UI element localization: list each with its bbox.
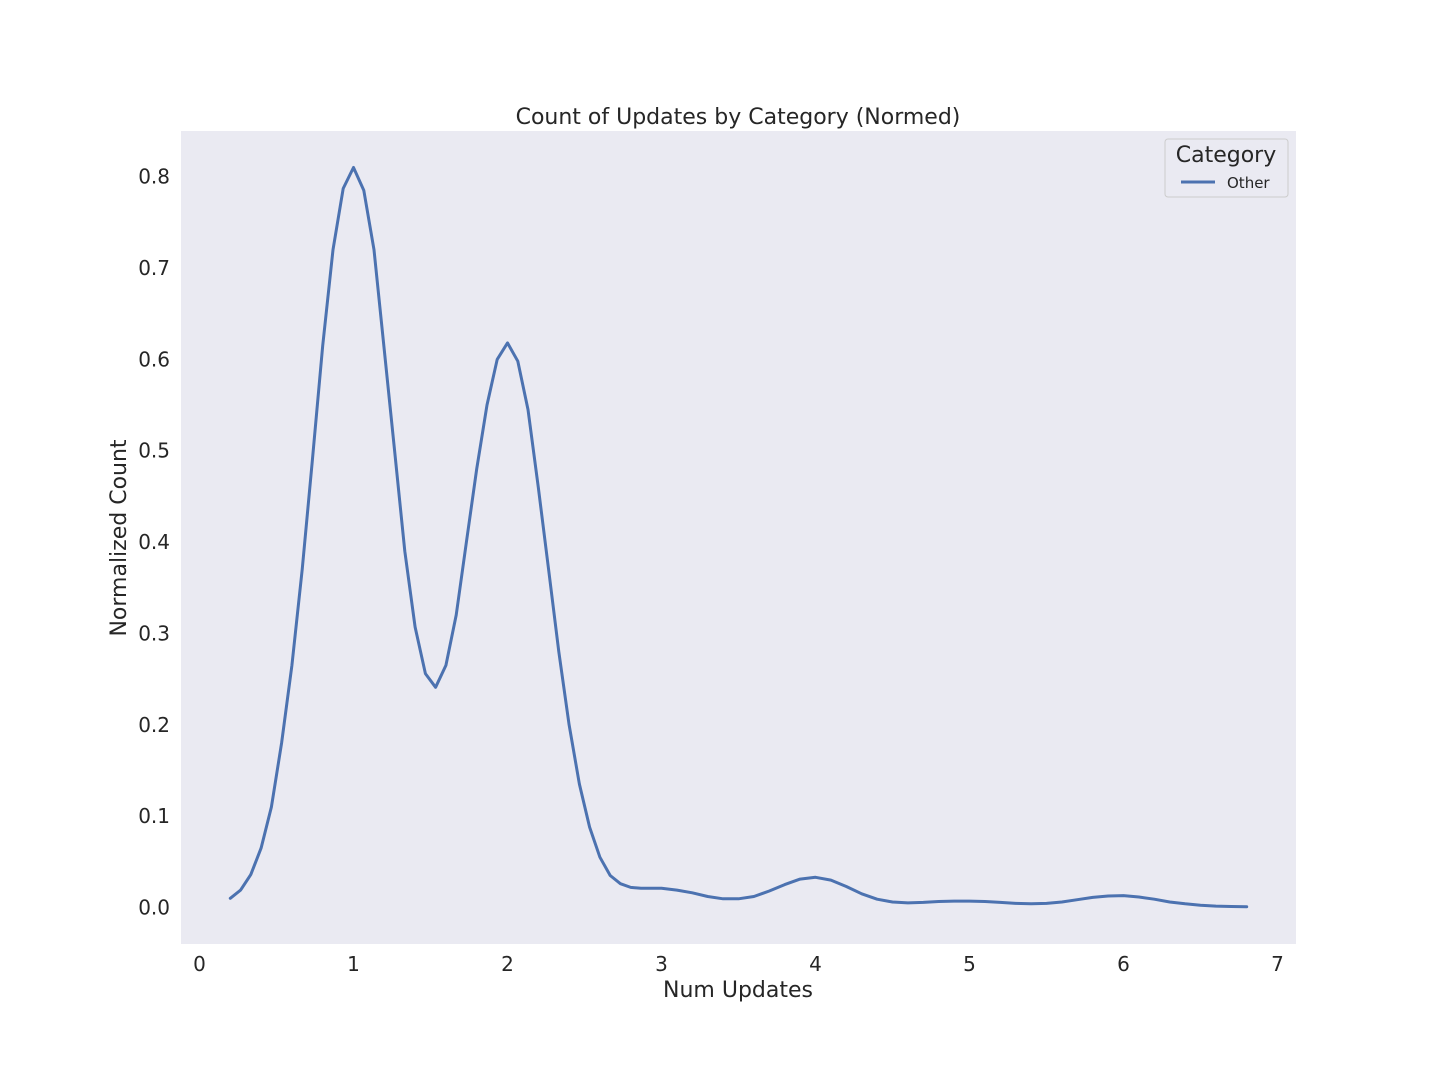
x-tick-label: 6 — [1117, 952, 1130, 976]
y-tick-label: 0.3 — [138, 621, 170, 645]
y-tick-label: 0.7 — [138, 256, 170, 280]
y-tick-label: 0.1 — [138, 804, 170, 828]
legend-title: Category — [1176, 143, 1277, 168]
y-tick-label: 0.5 — [138, 439, 170, 463]
y-tick-label: 0.0 — [138, 895, 170, 919]
legend: Category Other — [1164, 138, 1289, 198]
y-tick-label: 0.8 — [138, 165, 170, 189]
series-line-other — [228, 166, 1249, 909]
x-tick-label: 7 — [1271, 952, 1284, 976]
x-axis-label: Num Updates — [663, 978, 813, 1003]
x-tick-label: 4 — [809, 952, 822, 976]
x-axis: 0 1 2 3 4 5 6 7 — [193, 952, 1284, 976]
x-tick-label: 0 — [193, 952, 206, 976]
x-tick-label: 3 — [655, 952, 668, 976]
y-tick-label: 0.2 — [138, 713, 170, 737]
x-tick-label: 5 — [963, 952, 976, 976]
y-tick-label: 0.6 — [138, 347, 170, 371]
x-tick-label: 2 — [501, 952, 514, 976]
y-tick-label: 0.4 — [138, 530, 170, 554]
series-layer — [228, 166, 1249, 909]
plot-area — [181, 131, 1296, 944]
y-axis: 0.0 0.1 0.2 0.3 0.4 0.5 0.6 0.7 0.8 — [138, 165, 170, 920]
y-axis-label: Normalized Count — [107, 439, 132, 636]
legend-label-other: Other — [1227, 174, 1270, 192]
chart-title: Count of Updates by Category (Normed) — [516, 105, 961, 130]
x-tick-label: 1 — [347, 952, 360, 976]
